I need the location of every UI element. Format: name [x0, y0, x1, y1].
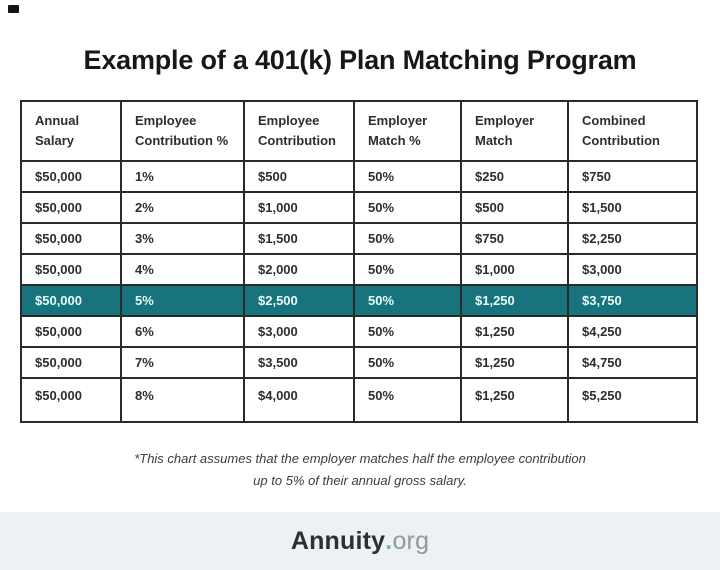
table-cell: $4,750: [567, 346, 698, 379]
table-cell: 50%: [353, 377, 462, 423]
table-cell: $750: [460, 222, 569, 255]
table-cell: $50,000: [20, 315, 122, 348]
table-cell: 2%: [120, 191, 245, 224]
table-cell: $50,000: [20, 377, 122, 423]
table-cell: $50,000: [20, 346, 122, 379]
table-cell: 50%: [353, 284, 462, 317]
table-cell: $4,000: [243, 377, 355, 423]
table-cell: $1,250: [460, 315, 569, 348]
table-cell: $1,250: [460, 346, 569, 379]
column-header: Employee Contribution %: [120, 100, 245, 162]
table-header-row: Annual Salary Employee Contribution % Empl…: [20, 100, 698, 162]
table-footnote: *This chart assumes that the employer ma…: [0, 448, 720, 492]
annuity-org-logo: Annuity . org: [291, 527, 429, 556]
table-cell: $500: [243, 160, 355, 193]
table-cell: 50%: [353, 346, 462, 379]
table-cell: $2,250: [567, 222, 698, 255]
401k-matching-table: Annual Salary Employee Contribution % Empl…: [20, 100, 698, 423]
table-cell: 50%: [353, 253, 462, 286]
table-cell: 3%: [120, 222, 245, 255]
table-row: $50,000 2% $1,000 50% $500 $1,500: [20, 191, 698, 224]
page-title: Example of a 401(k) Plan Matching Progra…: [83, 45, 637, 76]
table-cell: $5,250: [567, 377, 698, 423]
table-cell: $50,000: [20, 253, 122, 286]
column-header: Annual Salary: [20, 100, 122, 162]
table-cell: 50%: [353, 191, 462, 224]
table-row: $50,000 1% $500 50% $250 $750: [20, 160, 698, 193]
table-cell: $2,000: [243, 253, 355, 286]
logo-text-annuity: Annuity: [290, 526, 386, 555]
table-cell: $3,000: [567, 253, 698, 286]
table-cell: 8%: [120, 377, 245, 423]
table-cell: $2,500: [243, 284, 355, 317]
table-cell: $1,250: [460, 377, 569, 423]
table-cell: $1,500: [243, 222, 355, 255]
table-cell: 5%: [120, 284, 245, 317]
corner-artifact-mark: [8, 5, 19, 13]
table-row: $50,000 5% $2,500 50% $1,250 $3,750: [20, 284, 698, 317]
table-cell: $750: [567, 160, 698, 193]
footnote-line-2: up to 5% of their annual gross salary.: [253, 473, 467, 489]
table-cell: 50%: [353, 160, 462, 193]
column-header: Employer Match %: [353, 100, 462, 162]
logo-text-org: org: [392, 526, 430, 555]
table-cell: $4,250: [567, 315, 698, 348]
footnote-line-1: *This chart assumes that the employer ma…: [134, 451, 586, 466]
table-body: $50,000 1% $500 50% $250 $750 $50,000 2% $1,000 5…: [20, 160, 698, 423]
table-cell: $50,000: [20, 284, 122, 317]
table-cell: $250: [460, 160, 569, 193]
table-row: $50,000 6% $3,000 50% $1,250 $4,250: [20, 315, 698, 348]
table-cell: $500: [460, 191, 569, 224]
table-row: $50,000 4% $2,000 50% $1,000 $3,000: [20, 253, 698, 286]
table-cell: $3,500: [243, 346, 355, 379]
table-cell: 6%: [120, 315, 245, 348]
table-cell: $3,000: [243, 315, 355, 348]
table-cell: 50%: [353, 315, 462, 348]
table-cell: $50,000: [20, 160, 122, 193]
footer-bar: Annuity . org: [0, 512, 720, 570]
table-cell: $3,750: [567, 284, 698, 317]
table-cell: 50%: [353, 222, 462, 255]
table-cell: $1,000: [460, 253, 569, 286]
table-row: $50,000 8% $4,000 50% $1,250 $5,250: [20, 377, 698, 423]
table-cell: 4%: [120, 253, 245, 286]
table-cell: 7%: [120, 346, 245, 379]
table-cell: $1,500: [567, 191, 698, 224]
table-row: $50,000 3% $1,500 50% $750 $2,250: [20, 222, 698, 255]
table-cell: $1,250: [460, 284, 569, 317]
table-cell: $1,000: [243, 191, 355, 224]
logo-dot: .: [385, 526, 393, 555]
table-row: $50,000 7% $3,500 50% $1,250 $4,750: [20, 346, 698, 379]
table-cell: $50,000: [20, 191, 122, 224]
column-header: Combined Contribution: [567, 100, 698, 162]
column-header: Employee Contribution: [243, 100, 355, 162]
table-cell: $50,000: [20, 222, 122, 255]
column-header: Employer Match: [460, 100, 569, 162]
table-cell: 1%: [120, 160, 245, 193]
